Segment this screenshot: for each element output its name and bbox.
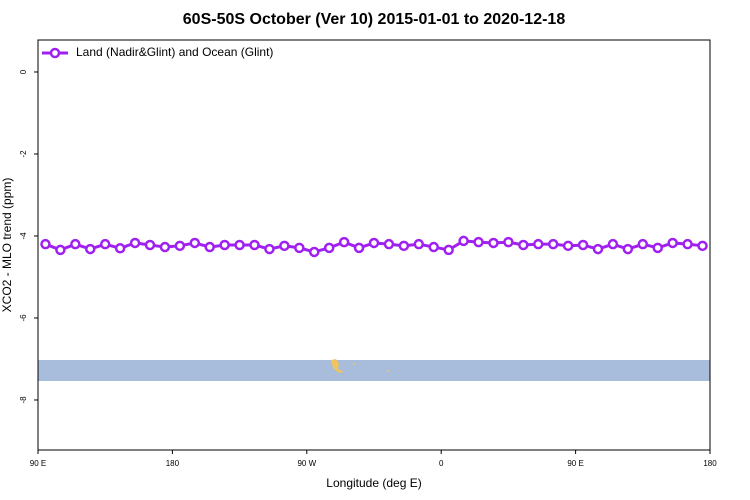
data-point	[667, 237, 678, 249]
data-point	[682, 238, 693, 250]
data-point	[174, 240, 186, 252]
data-point	[577, 239, 589, 251]
data-point	[144, 239, 156, 251]
plot-frame	[37, 39, 711, 451]
data-point	[383, 238, 395, 250]
legend-marker	[49, 47, 61, 59]
data-point	[99, 238, 111, 250]
data-point	[189, 237, 201, 249]
data-point	[323, 242, 335, 254]
chart-title: 60S-50S October (Ver 10) 2015-01-01 to 2…	[183, 11, 566, 28]
data-point	[114, 243, 126, 254]
x-tick-label: 90 E	[30, 459, 46, 468]
data-point	[294, 242, 305, 254]
x-tick-label: 90 E	[567, 459, 583, 468]
y-tick-label: -4	[19, 232, 28, 240]
data-point	[338, 236, 350, 248]
data-point	[219, 239, 230, 251]
land-shape	[387, 370, 389, 372]
y-tick-label: 0	[19, 69, 28, 74]
map-strip	[38, 360, 710, 381]
data-point	[533, 238, 544, 250]
data-point	[40, 238, 51, 250]
data-point	[55, 244, 66, 256]
data-point	[607, 238, 619, 250]
data-point	[637, 238, 649, 250]
data-point	[503, 236, 514, 248]
data-point	[473, 236, 484, 248]
data-point	[85, 243, 96, 255]
data-point	[622, 243, 634, 255]
data-point	[234, 239, 245, 251]
data-point	[159, 241, 171, 253]
data-point	[368, 237, 380, 249]
data-point	[204, 241, 215, 253]
data-point	[652, 242, 663, 254]
data-point	[279, 240, 290, 252]
data-point	[443, 244, 454, 256]
y-tick-label: -6	[19, 314, 28, 322]
y-tick-label: -8	[19, 396, 28, 404]
data-point	[249, 239, 260, 251]
x-tick-label: 180	[703, 459, 717, 468]
data-point	[413, 238, 425, 250]
data-point	[458, 235, 469, 247]
y-tick-label: -2	[19, 150, 28, 158]
data-point	[592, 243, 604, 255]
data-point	[488, 237, 499, 249]
x-tick-label: 0	[439, 459, 444, 468]
x-tick-label: 180	[166, 459, 180, 468]
data-point	[264, 243, 275, 255]
data-point	[428, 241, 439, 253]
data-point	[309, 246, 320, 258]
y-axis-label: XCO2 - MLO trend (ppm)	[0, 178, 14, 313]
data-point	[697, 240, 708, 252]
data-point	[562, 240, 574, 252]
data-point	[518, 239, 529, 251]
data-point	[129, 237, 141, 249]
x-tick-label: 90 W	[297, 459, 316, 468]
legend-label: Land (Nadir&Glint) and Ocean (Glint)	[76, 45, 273, 59]
land-shape	[353, 363, 355, 365]
data-point	[398, 240, 410, 252]
x-axis-label: Longitude (deg E)	[326, 476, 421, 490]
land-shape	[331, 359, 344, 373]
data-point	[547, 238, 559, 250]
data-point	[353, 242, 365, 254]
data-point	[70, 238, 81, 250]
